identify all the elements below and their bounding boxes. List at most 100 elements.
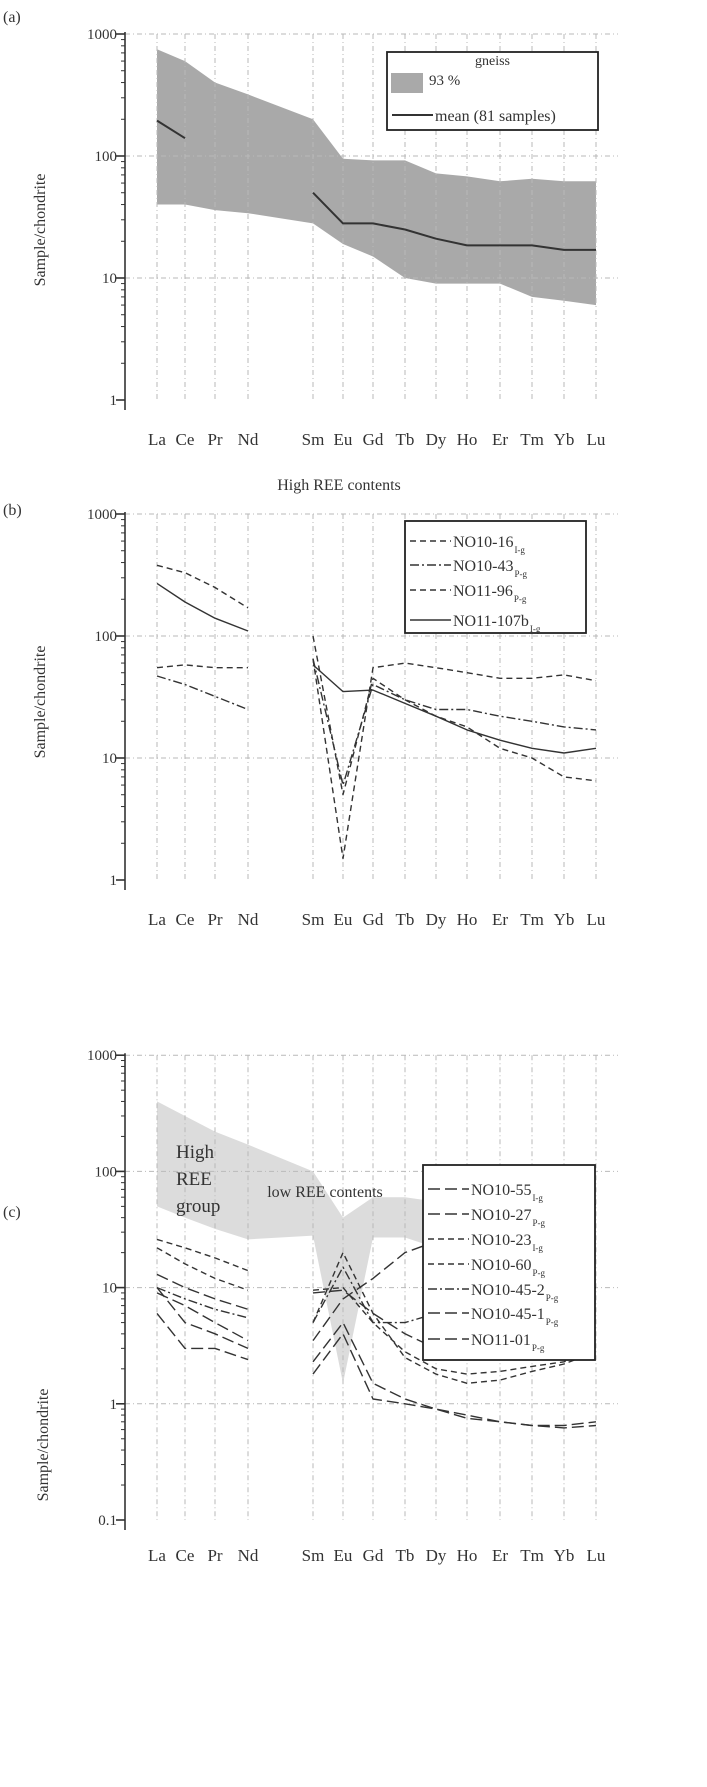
- y-tick-label: 10: [102, 751, 117, 767]
- y-tick-label: 1: [110, 873, 118, 889]
- x-tick-label: Lu: [587, 430, 606, 449]
- x-tick-label: Lu: [587, 910, 606, 929]
- x-tick-label: Pr: [207, 1546, 222, 1565]
- legend-entry-subscript: P-g: [514, 594, 527, 604]
- x-tick-label: Dy: [426, 430, 447, 449]
- legend-entry-subscript: P-g: [532, 1268, 545, 1278]
- y-axis-label: Sample/chondrite: [35, 1389, 52, 1502]
- y-tick-label: 10: [102, 1281, 117, 1297]
- x-tick-label: Gd: [363, 430, 384, 449]
- series-line: [156, 664, 248, 669]
- legend-swatch: [391, 73, 423, 93]
- legend-entry-label: NO10-55: [471, 1182, 531, 1199]
- x-tick-label: Eu: [334, 430, 353, 449]
- series-line: [156, 582, 249, 632]
- band-label: High: [176, 1142, 215, 1163]
- x-tick-label: Dy: [426, 1546, 447, 1565]
- legend-entry-label: NO10-27: [471, 1207, 531, 1224]
- series-line: [156, 119, 186, 140]
- series-line: [312, 1321, 597, 1429]
- legend-entry-subscript: P-g: [514, 569, 527, 579]
- series-line: [312, 658, 597, 786]
- legend-entry-label: 93 %: [429, 73, 460, 89]
- x-tick-label: Tm: [520, 1546, 544, 1565]
- x-tick-label: Tb: [396, 430, 415, 449]
- legend-entry-subscript: I-g: [514, 545, 525, 555]
- x-tick-label: Gd: [363, 910, 384, 929]
- x-tick-label: Ce: [176, 1546, 195, 1565]
- x-tick-label: Sm: [302, 430, 325, 449]
- legend-entry-subscript: P-g: [546, 1317, 559, 1327]
- x-tick-label: Sm: [302, 910, 325, 929]
- y-tick-label: 1: [110, 393, 118, 409]
- series-line: [312, 1251, 597, 1385]
- y-axis-label: Sample/chondrite: [32, 174, 49, 287]
- legend-entry-label: mean (81 samples): [435, 108, 556, 125]
- x-tick-label: Ho: [457, 1546, 478, 1565]
- x-tick-label: Lu: [587, 1546, 606, 1565]
- series-line: [156, 1238, 249, 1272]
- legend-box: [404, 520, 587, 634]
- y-axis-label: Sample/chondrite: [32, 646, 49, 759]
- panel-label: (c): [3, 1204, 21, 1221]
- x-tick-label: La: [148, 1546, 166, 1565]
- x-tick-label: Ho: [457, 910, 478, 929]
- x-tick-label: Dy: [426, 910, 447, 929]
- legend-title: gneiss: [475, 54, 510, 69]
- series-line: [156, 1292, 249, 1342]
- x-tick-label: Yb: [554, 910, 575, 929]
- legend-entry-label: NO10-23: [471, 1232, 531, 1249]
- panel-a: 1 10 100 1000 Sample/chondrite (a) La Ce Pr Nd Sm E…: [3, 9, 618, 449]
- panel-c: 0.1 1 10 100 1000 Sample/chondrite (c) low REE …: [3, 1048, 618, 1565]
- legend-entry-label: NO10-45-1: [471, 1306, 545, 1323]
- legend-entry-subscript: P-g: [532, 1343, 545, 1353]
- x-tick-label: Yb: [554, 1546, 575, 1565]
- series-line: [312, 192, 596, 251]
- x-tick-label: Pr: [207, 430, 222, 449]
- x-tick-label: La: [148, 910, 166, 929]
- legend-entry-label: NO11-01: [471, 1332, 531, 1349]
- panel-title: low REE contents: [267, 1184, 383, 1201]
- legend-entry-subscript: I-g: [532, 1193, 543, 1203]
- legend-entry-label: NO11-96: [453, 583, 513, 600]
- x-tick-label: La: [148, 430, 166, 449]
- x-tick-label: Ce: [176, 910, 195, 929]
- legend-entry-label: NO10-60: [471, 1257, 531, 1274]
- x-tick-label: Pr: [207, 910, 222, 929]
- legend-entry-subscript: P-g: [532, 1218, 545, 1228]
- x-tick-label: Tb: [396, 1546, 415, 1565]
- x-tick-label: Er: [492, 910, 508, 929]
- series-line: [312, 635, 597, 796]
- series-line: [156, 564, 249, 609]
- legend-entry-label: NO10-43: [453, 558, 513, 575]
- x-tick-label: Gd: [363, 1546, 384, 1565]
- y-tick-label: 1000: [87, 1048, 117, 1064]
- series-line: [156, 1287, 249, 1350]
- x-tick-label: Ho: [457, 430, 478, 449]
- band-label: REE: [176, 1169, 212, 1190]
- y-tick-label: 10: [102, 271, 117, 287]
- panel-label: (a): [3, 9, 21, 26]
- legend-entry-subscript: I-g: [532, 1243, 543, 1253]
- x-tick-label: Tm: [520, 430, 544, 449]
- x-tick-label: Sm: [302, 1546, 325, 1565]
- series-line: [156, 675, 249, 711]
- y-tick-label: 0.1: [98, 1513, 117, 1529]
- x-tick-label: Nd: [238, 430, 259, 449]
- panel-b: 1 10 100 1000 Sample/chondrite (b) High REE co…: [3, 477, 618, 929]
- panel-title: High REE contents: [277, 477, 401, 494]
- series-line: [312, 664, 597, 754]
- x-tick-label: Ce: [176, 430, 195, 449]
- x-tick-label: Er: [492, 1546, 508, 1565]
- panel-label: (b): [3, 502, 22, 519]
- legend-entry-label: NO10-45-2: [471, 1282, 545, 1299]
- series-line: [156, 1312, 249, 1361]
- series-line: [312, 658, 597, 860]
- series-line: [312, 1333, 597, 1427]
- y-tick-label: 1000: [87, 507, 117, 523]
- x-tick-label: Er: [492, 430, 508, 449]
- x-tick-label: Eu: [334, 1546, 353, 1565]
- series-line: [156, 1286, 249, 1319]
- x-tick-label: Tb: [396, 910, 415, 929]
